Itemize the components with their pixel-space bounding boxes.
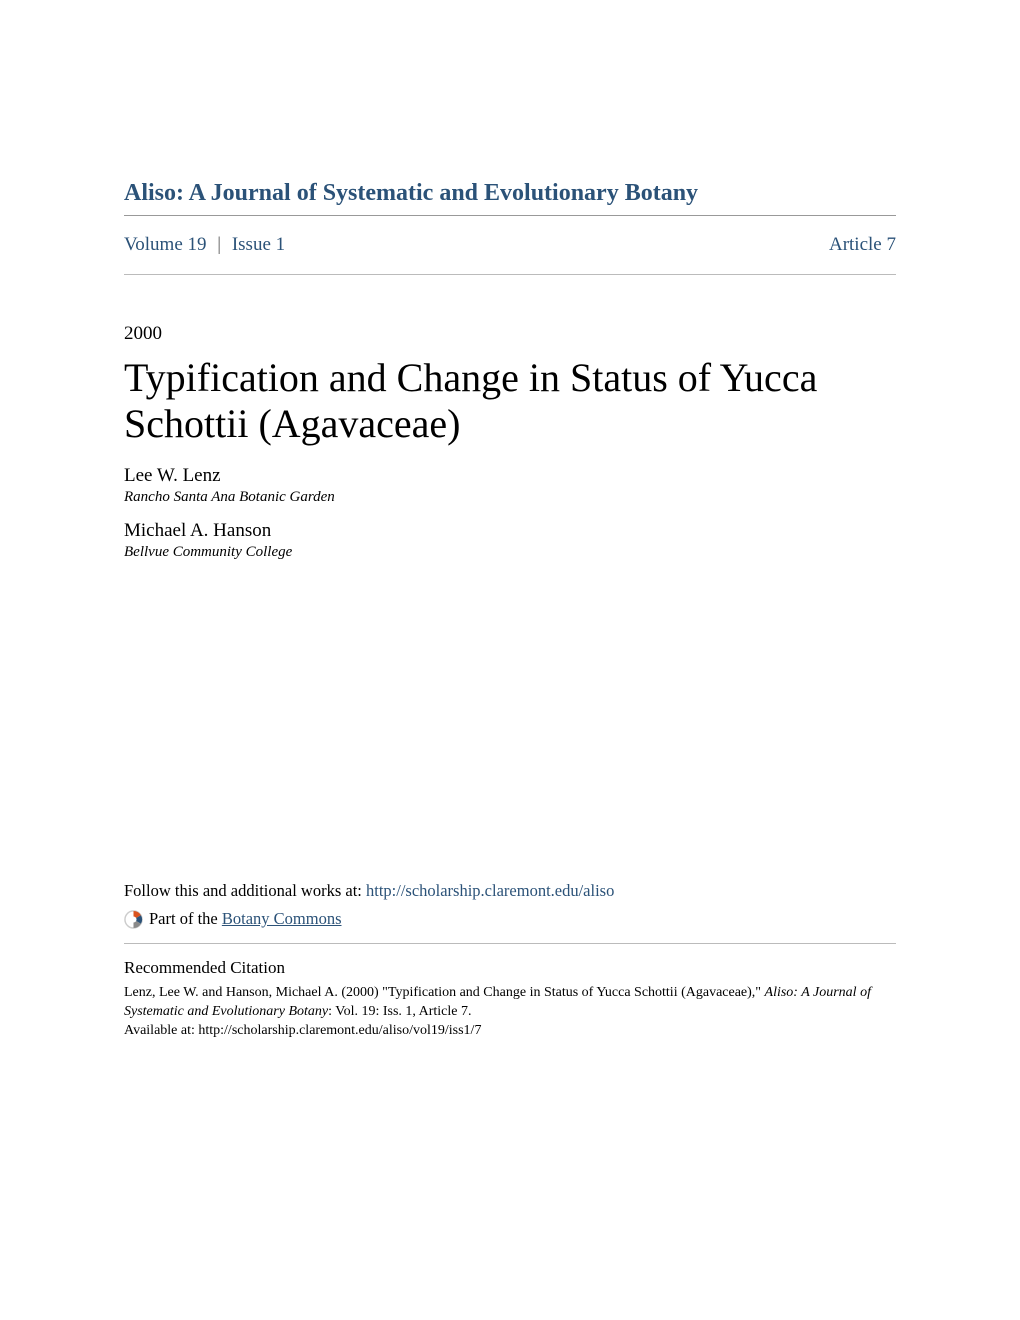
commons-link[interactable]: Botany Commons	[222, 909, 342, 929]
author-name-1: Lee W. Lenz	[124, 465, 896, 487]
citation-available-at: Available at: http://scholarship.claremo…	[124, 1023, 481, 1038]
follow-url-text: http://scholarship.claremont.edu/aliso	[366, 881, 614, 900]
author-affiliation-1: Rancho Santa Ana Botanic Garden	[124, 489, 896, 506]
journal-title: Aliso: A Journal of Systematic and Evolu…	[124, 180, 698, 206]
article-title: Typification and Change in Status of Yuc…	[124, 355, 896, 447]
volume-label: Volume 19	[124, 234, 207, 255]
author-block-2: Michael A. Hanson Bellvue Community Coll…	[124, 520, 896, 561]
commons-line: Part of the Botany Commons	[124, 909, 896, 929]
issue-link[interactable]: Issue 1	[232, 234, 285, 255]
journal-title-link[interactable]: Aliso: A Journal of Systematic and Evolu…	[124, 180, 698, 206]
publication-year: 2000	[124, 323, 896, 345]
volume-link[interactable]: Volume 19	[124, 234, 207, 255]
article-number: Article 7	[829, 234, 896, 255]
divider-below-volume	[124, 274, 896, 275]
citation-body: Lenz, Lee W. and Hanson, Michael A. (200…	[124, 984, 896, 1041]
follow-works-line: Follow this and additional works at: htt…	[124, 881, 896, 901]
spacer	[124, 575, 896, 881]
citation-heading: Recommended Citation	[124, 958, 896, 978]
commons-link-text: Botany Commons	[222, 909, 342, 928]
commons-prefix: Part of the	[149, 909, 218, 929]
follow-url-link[interactable]: http://scholarship.claremont.edu/aliso	[366, 881, 614, 900]
network-icon	[124, 910, 143, 929]
volume-issue-row: Volume 19 | Issue 1 Article 7	[124, 216, 896, 274]
issue-label: Issue 1	[232, 234, 285, 255]
follow-prefix: Follow this and additional works at:	[124, 881, 366, 900]
citation-post: : Vol. 19: Iss. 1, Article 7.	[328, 1004, 471, 1019]
author-affiliation-2: Bellvue Community College	[124, 544, 896, 561]
author-name-2: Michael A. Hanson	[124, 520, 896, 542]
volume-issue-group: Volume 19 | Issue 1	[124, 234, 285, 256]
divider-above-citation	[124, 943, 896, 944]
article-number-link[interactable]: Article 7	[829, 234, 896, 256]
author-block-1: Lee W. Lenz Rancho Santa Ana Botanic Gar…	[124, 465, 896, 506]
citation-pre: Lenz, Lee W. and Hanson, Michael A. (200…	[124, 985, 765, 1000]
volume-issue-separator: |	[217, 234, 221, 255]
